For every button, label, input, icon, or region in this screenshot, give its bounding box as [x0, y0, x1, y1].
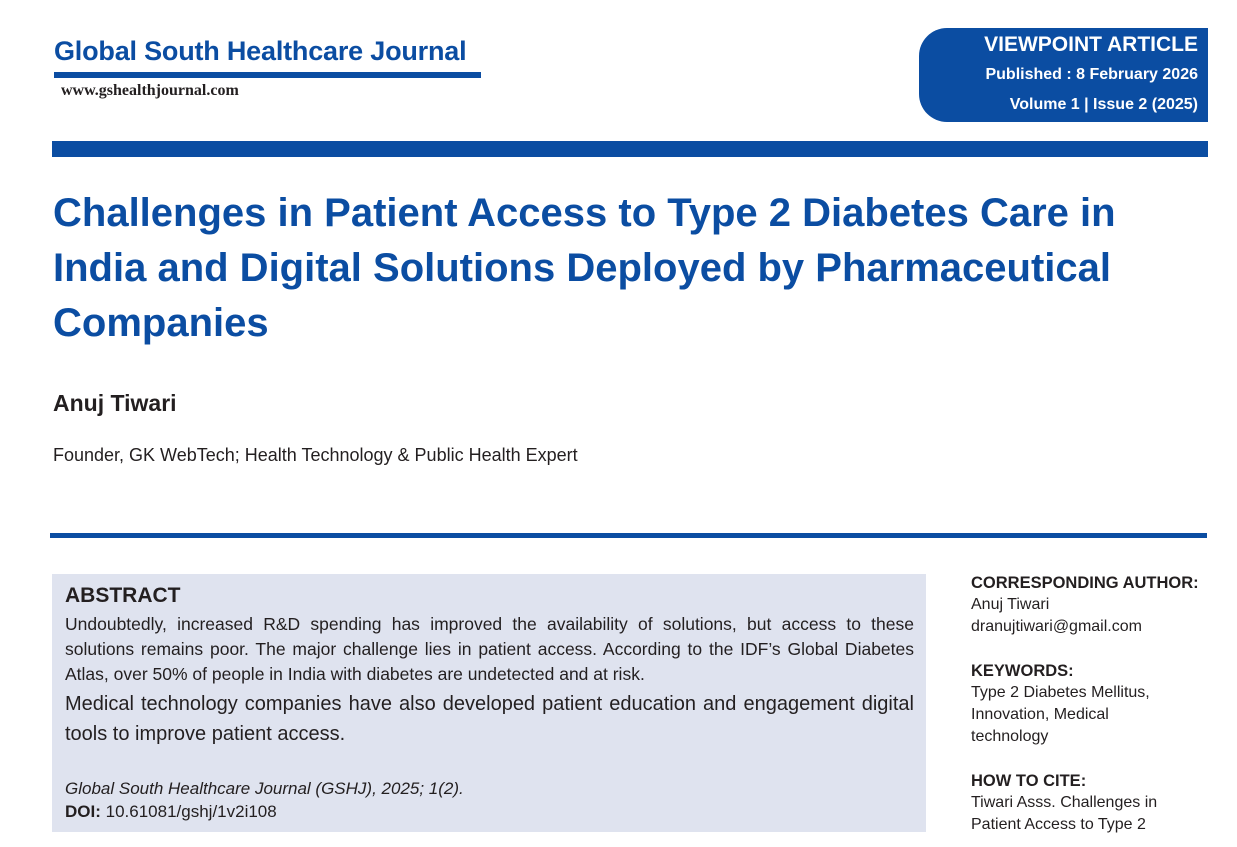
corresponding-author-name: Anuj Tiwari: [971, 596, 1050, 613]
how-to-cite-section: HOW TO CITE: Tiwari Asss. Challenges in …: [971, 770, 1221, 836]
publication-date: Published : 8 February 2026: [985, 66, 1198, 83]
article-title: Challenges in Patient Access to Type 2 D…: [53, 191, 1116, 345]
abstract-heading: ABSTRACT: [65, 584, 181, 607]
abstract-paragraph-1: Undoubtedly, increased R&D spending has …: [65, 614, 914, 684]
volume-issue: Volume 1 | Issue 2 (2025): [1009, 96, 1198, 113]
article-type-label: VIEWPOINT ARTICLE: [984, 33, 1198, 56]
journal-name: Global South Healthcare Journal: [54, 36, 467, 66]
corresponding-author-heading: CORRESPONDING AUTHOR:: [971, 574, 1199, 592]
journal-citation: Global South Healthcare Journal (GSHJ), …: [65, 779, 464, 798]
abstract-box: ABSTRACT Undoubtedly, increased R&D spen…: [52, 574, 926, 832]
abstract-paragraph-2: Medical technology companies have also d…: [65, 693, 914, 745]
how-to-cite-heading: HOW TO CITE:: [971, 772, 1087, 790]
doi: DOI: 10.61081/gshj/1v2i108: [65, 802, 277, 822]
corresponding-author-section: CORRESPONDING AUTHOR: Anuj Tiwari dranuj…: [971, 572, 1221, 638]
corresponding-author-email[interactable]: dranujtiwari@gmail.com: [971, 618, 1142, 635]
keywords-line: technology: [971, 728, 1049, 745]
keywords-line: Innovation, Medical: [971, 706, 1109, 723]
how-to-cite-line: Patient Access to Type 2: [971, 816, 1146, 833]
article-sidebar: CORRESPONDING AUTHOR: Anuj Tiwari dranuj…: [971, 572, 1221, 847]
doi-label: DOI:: [65, 802, 101, 821]
article-type-badge: VIEWPOINT ARTICLE Published : 8 February…: [919, 28, 1208, 122]
journal-name-underline: [54, 72, 481, 78]
keywords-section: KEYWORDS: Type 2 Diabetes Mellitus, Inno…: [971, 660, 1221, 748]
keywords-line: Type 2 Diabetes Mellitus,: [971, 684, 1150, 701]
journal-url: www.gshealthjournal.com: [61, 82, 239, 99]
doi-value: 10.61081/gshj/1v2i108: [105, 802, 277, 821]
section-divider: [50, 533, 1207, 538]
how-to-cite-line: Tiwari Asss. Challenges in: [971, 794, 1158, 811]
keywords-heading: KEYWORDS:: [971, 662, 1074, 680]
header-divider: [52, 141, 1208, 157]
author-affiliation: Founder, GK WebTech; Health Technology &…: [53, 445, 578, 465]
author-name: Anuj Tiwari: [53, 390, 177, 416]
